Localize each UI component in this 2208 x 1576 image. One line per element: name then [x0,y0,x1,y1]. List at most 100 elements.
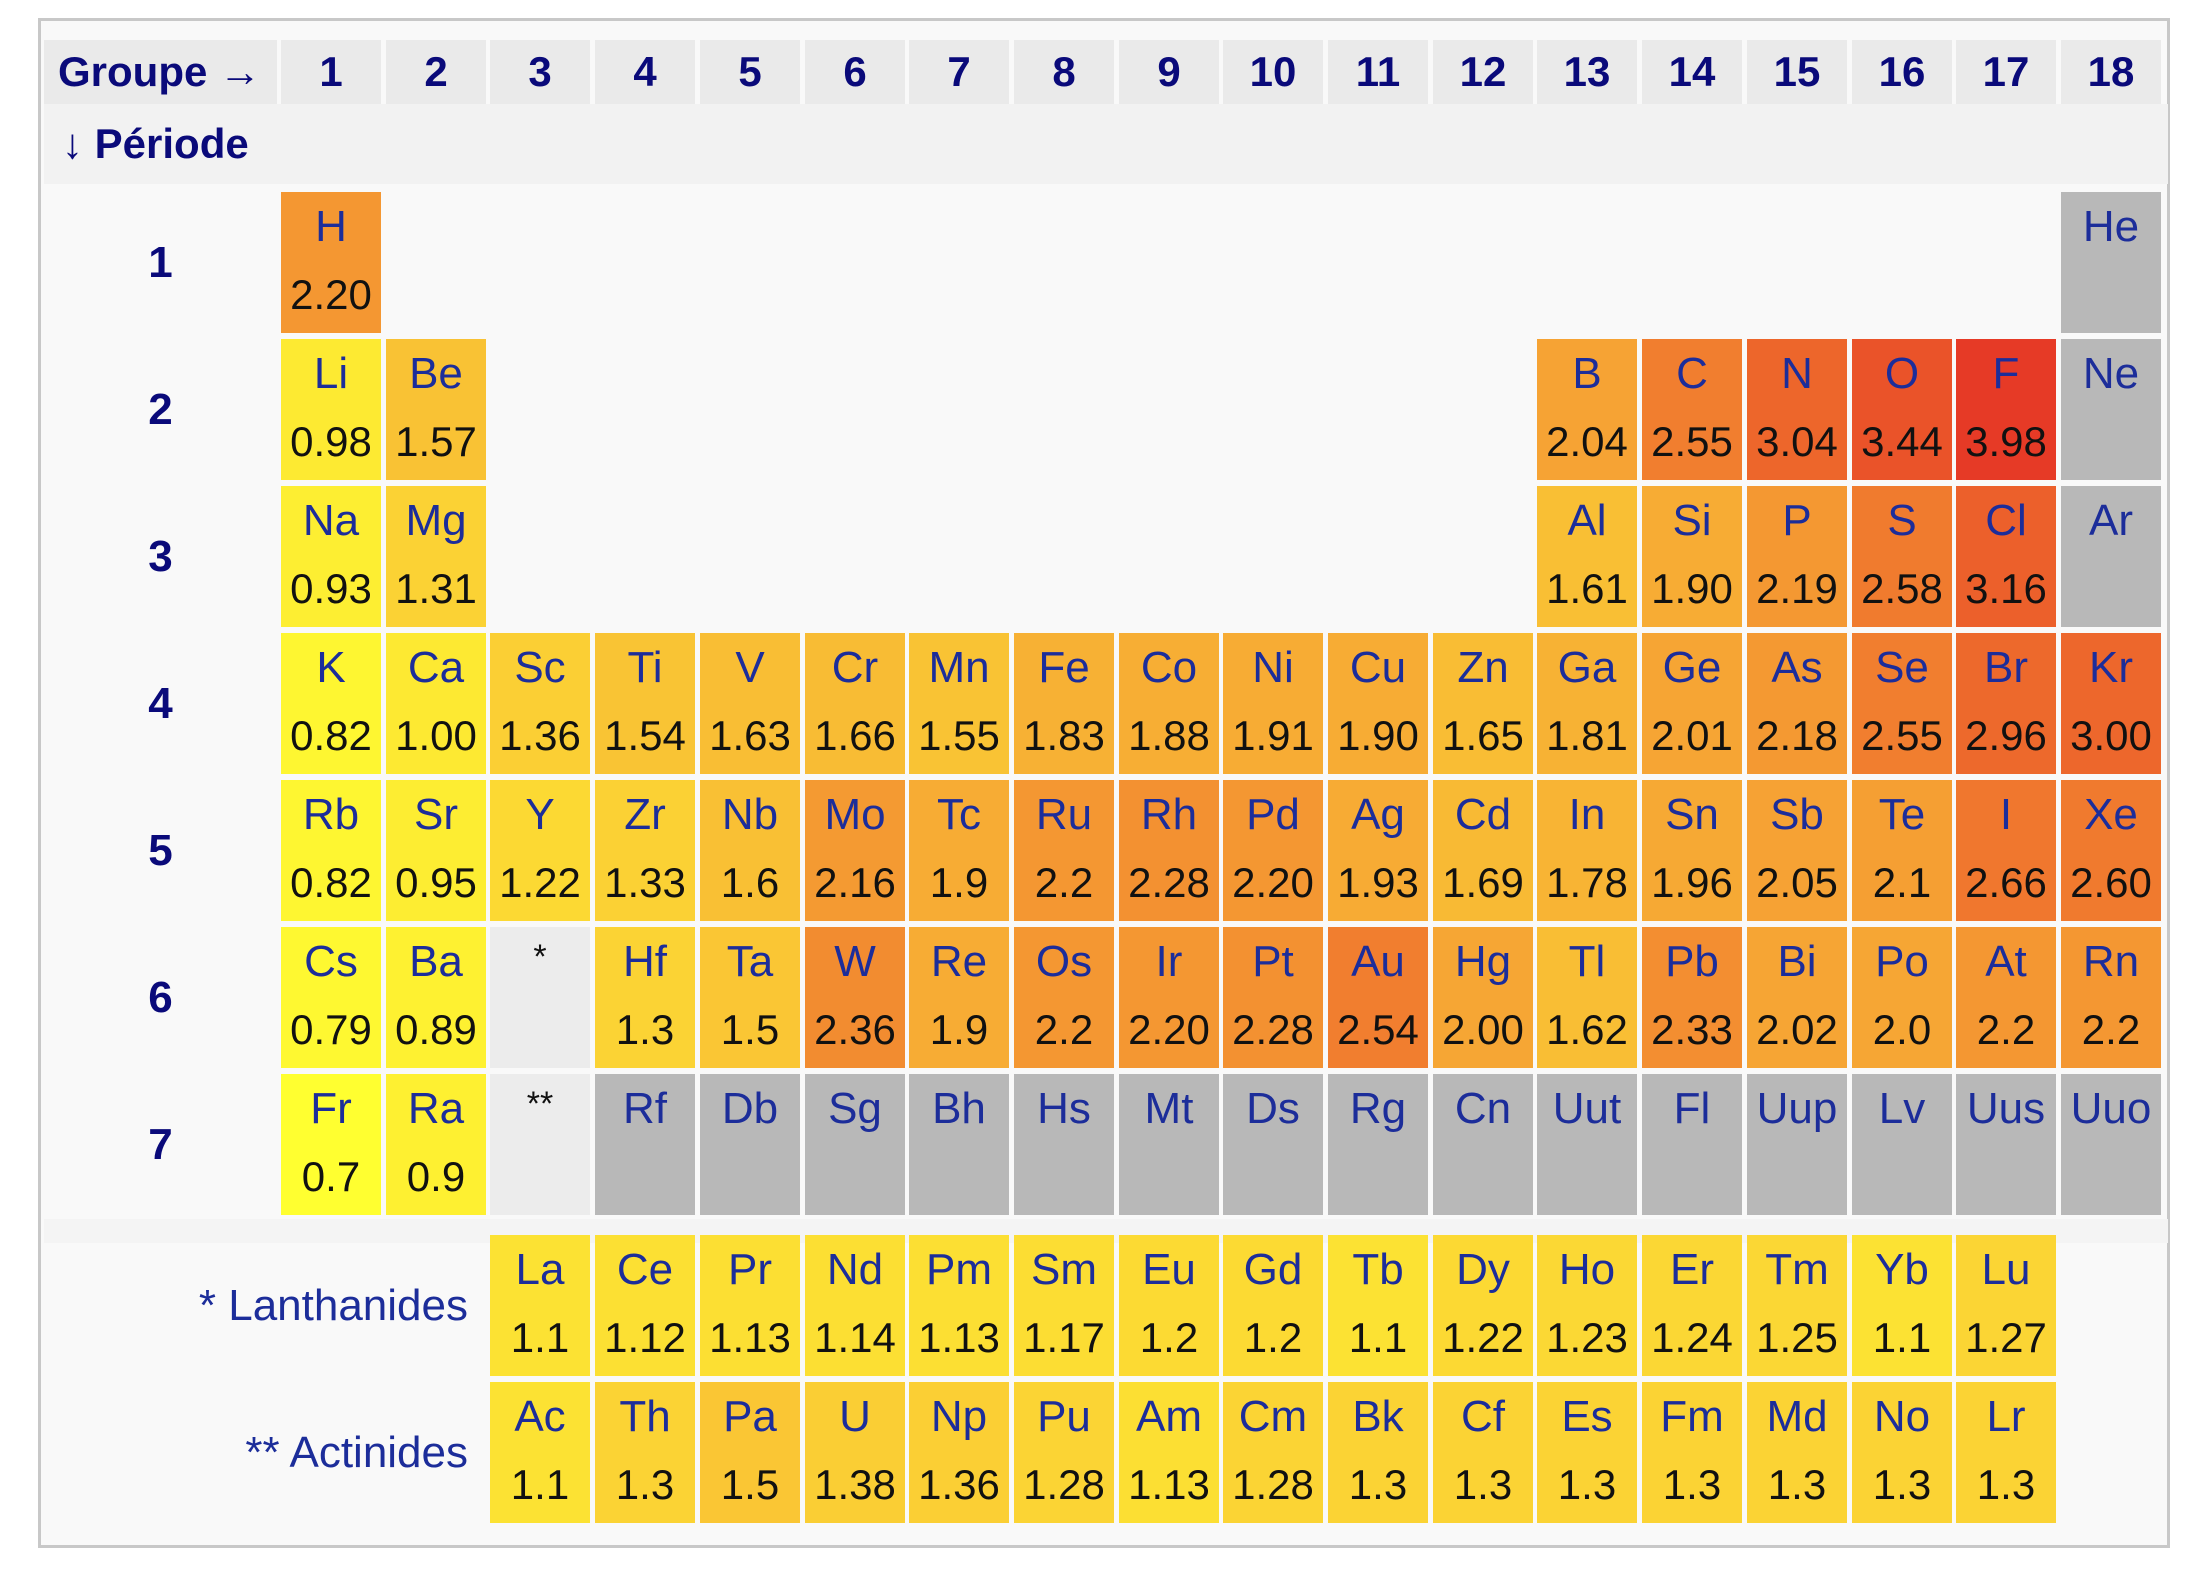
element-cell-nb[interactable]: Nb 1.6 [700,780,800,921]
element-cell-as[interactable]: As 2.18 [1747,633,1847,774]
element-cell-uus[interactable]: Uus [1956,1074,2056,1215]
element-cell-ga[interactable]: Ga 1.81 [1537,633,1637,774]
element-cell-na[interactable]: Na 0.93 [281,486,381,627]
element-cell-re[interactable]: Re 1.9 [909,927,1009,1068]
element-cell-v[interactable]: V 1.63 [700,633,800,774]
element-cell-cl[interactable]: Cl 3.16 [1956,486,2056,627]
element-cell-ba[interactable]: Ba 0.89 [386,927,486,1068]
element-cell-pt[interactable]: Pt 2.28 [1223,927,1323,1068]
element-cell-hs[interactable]: Hs [1014,1074,1114,1215]
element-cell-k[interactable]: K 0.82 [281,633,381,774]
element-cell-pd[interactable]: Pd 2.20 [1223,780,1323,921]
element-cell-sn[interactable]: Sn 1.96 [1642,780,1742,921]
element-cell-c[interactable]: C 2.55 [1642,339,1742,480]
element-cell-h[interactable]: H 2.20 [281,192,381,333]
element-cell-ru[interactable]: Ru 2.2 [1014,780,1114,921]
element-cell-cn[interactable]: Cn [1433,1074,1533,1215]
element-cell-cs[interactable]: Cs 0.79 [281,927,381,1068]
element-cell-yb[interactable]: Yb 1.1 [1852,1235,1952,1376]
element-cell-rg[interactable]: Rg [1328,1074,1428,1215]
element-cell-ni[interactable]: Ni 1.91 [1223,633,1323,774]
element-cell-ir[interactable]: Ir 2.20 [1119,927,1219,1068]
element-cell-lv[interactable]: Lv [1852,1074,1952,1215]
element-cell-xe[interactable]: Xe 2.60 [2061,780,2161,921]
element-cell-no[interactable]: No 1.3 [1852,1382,1952,1523]
element-cell-u[interactable]: U 1.38 [805,1382,905,1523]
element-cell-fr[interactable]: Fr 0.7 [281,1074,381,1215]
element-cell-au[interactable]: Au 2.54 [1328,927,1428,1068]
element-cell-eu[interactable]: Eu 1.2 [1119,1235,1219,1376]
element-cell-db[interactable]: Db [700,1074,800,1215]
element-cell-n[interactable]: N 3.04 [1747,339,1847,480]
element-cell-co[interactable]: Co 1.88 [1119,633,1219,774]
element-cell-np[interactable]: Np 1.36 [909,1382,1009,1523]
element-cell-ds[interactable]: Ds [1223,1074,1323,1215]
element-cell-fm[interactable]: Fm 1.3 [1642,1382,1742,1523]
element-cell-sg[interactable]: Sg [805,1074,905,1215]
element-cell-pu[interactable]: Pu 1.28 [1014,1382,1114,1523]
element-cell-y[interactable]: Y 1.22 [490,780,590,921]
element-cell-po[interactable]: Po 2.0 [1852,927,1952,1068]
element-cell-in[interactable]: In 1.78 [1537,780,1637,921]
element-cell-kr[interactable]: Kr 3.00 [2061,633,2161,774]
element-cell-lu[interactable]: Lu 1.27 [1956,1235,2056,1376]
element-cell-cu[interactable]: Cu 1.90 [1328,633,1428,774]
element-cell-ca[interactable]: Ca 1.00 [386,633,486,774]
element-cell-si[interactable]: Si 1.90 [1642,486,1742,627]
element-cell-md[interactable]: Md 1.3 [1747,1382,1847,1523]
element-cell-pb[interactable]: Pb 2.33 [1642,927,1742,1068]
element-cell-al[interactable]: Al 1.61 [1537,486,1637,627]
element-cell-es[interactable]: Es 1.3 [1537,1382,1637,1523]
element-cell-o[interactable]: O 3.44 [1852,339,1952,480]
element-cell-dy[interactable]: Dy 1.22 [1433,1235,1533,1376]
element-cell-rb[interactable]: Rb 0.82 [281,780,381,921]
element-cell-hg[interactable]: Hg 2.00 [1433,927,1533,1068]
element-cell-fl[interactable]: Fl [1642,1074,1742,1215]
element-cell-er[interactable]: Er 1.24 [1642,1235,1742,1376]
element-cell-sm[interactable]: Sm 1.17 [1014,1235,1114,1376]
element-cell-pa[interactable]: Pa 1.5 [700,1382,800,1523]
element-cell-mg[interactable]: Mg 1.31 [386,486,486,627]
element-cell-mo[interactable]: Mo 2.16 [805,780,905,921]
element-cell-f[interactable]: F 3.98 [1956,339,2056,480]
element-cell-cr[interactable]: Cr 1.66 [805,633,905,774]
element-cell-am[interactable]: Am 1.13 [1119,1382,1219,1523]
element-cell-fe[interactable]: Fe 1.83 [1014,633,1114,774]
element-cell-ce[interactable]: Ce 1.12 [595,1235,695,1376]
element-cell-zn[interactable]: Zn 1.65 [1433,633,1533,774]
element-cell-tm[interactable]: Tm 1.25 [1747,1235,1847,1376]
element-cell-tc[interactable]: Tc 1.9 [909,780,1009,921]
element-cell-cd[interactable]: Cd 1.69 [1433,780,1533,921]
element-cell-tl[interactable]: Tl 1.62 [1537,927,1637,1068]
element-cell-p[interactable]: P 2.19 [1747,486,1847,627]
element-cell-ag[interactable]: Ag 1.93 [1328,780,1428,921]
element-cell-bi[interactable]: Bi 2.02 [1747,927,1847,1068]
element-cell-uup[interactable]: Uup [1747,1074,1847,1215]
element-cell-b[interactable]: B 2.04 [1537,339,1637,480]
element-cell-sc[interactable]: Sc 1.36 [490,633,590,774]
element-cell-sr[interactable]: Sr 0.95 [386,780,486,921]
element-cell-uuo[interactable]: Uuo [2061,1074,2161,1215]
element-cell-mn[interactable]: Mn 1.55 [909,633,1009,774]
element-cell-os[interactable]: Os 2.2 [1014,927,1114,1068]
element-cell-ne[interactable]: Ne [2061,339,2161,480]
element-cell-gd[interactable]: Gd 1.2 [1223,1235,1323,1376]
element-cell-ge[interactable]: Ge 2.01 [1642,633,1742,774]
element-cell-nd[interactable]: Nd 1.14 [805,1235,905,1376]
element-cell-ar[interactable]: Ar [2061,486,2161,627]
element-cell-w[interactable]: W 2.36 [805,927,905,1068]
element-cell-cm[interactable]: Cm 1.28 [1223,1382,1323,1523]
element-cell-te[interactable]: Te 2.1 [1852,780,1952,921]
element-cell-rf[interactable]: Rf [595,1074,695,1215]
element-cell-la[interactable]: La 1.1 [490,1235,590,1376]
element-cell-cf[interactable]: Cf 1.3 [1433,1382,1533,1523]
element-cell-li[interactable]: Li 0.98 [281,339,381,480]
element-cell-pm[interactable]: Pm 1.13 [909,1235,1009,1376]
element-cell-at[interactable]: At 2.2 [1956,927,2056,1068]
element-cell-bk[interactable]: Bk 1.3 [1328,1382,1428,1523]
element-cell-ti[interactable]: Ti 1.54 [595,633,695,774]
element-cell-uut[interactable]: Uut [1537,1074,1637,1215]
element-cell-br[interactable]: Br 2.96 [1956,633,2056,774]
element-cell-s[interactable]: S 2.58 [1852,486,1952,627]
element-cell-ac[interactable]: Ac 1.1 [490,1382,590,1523]
